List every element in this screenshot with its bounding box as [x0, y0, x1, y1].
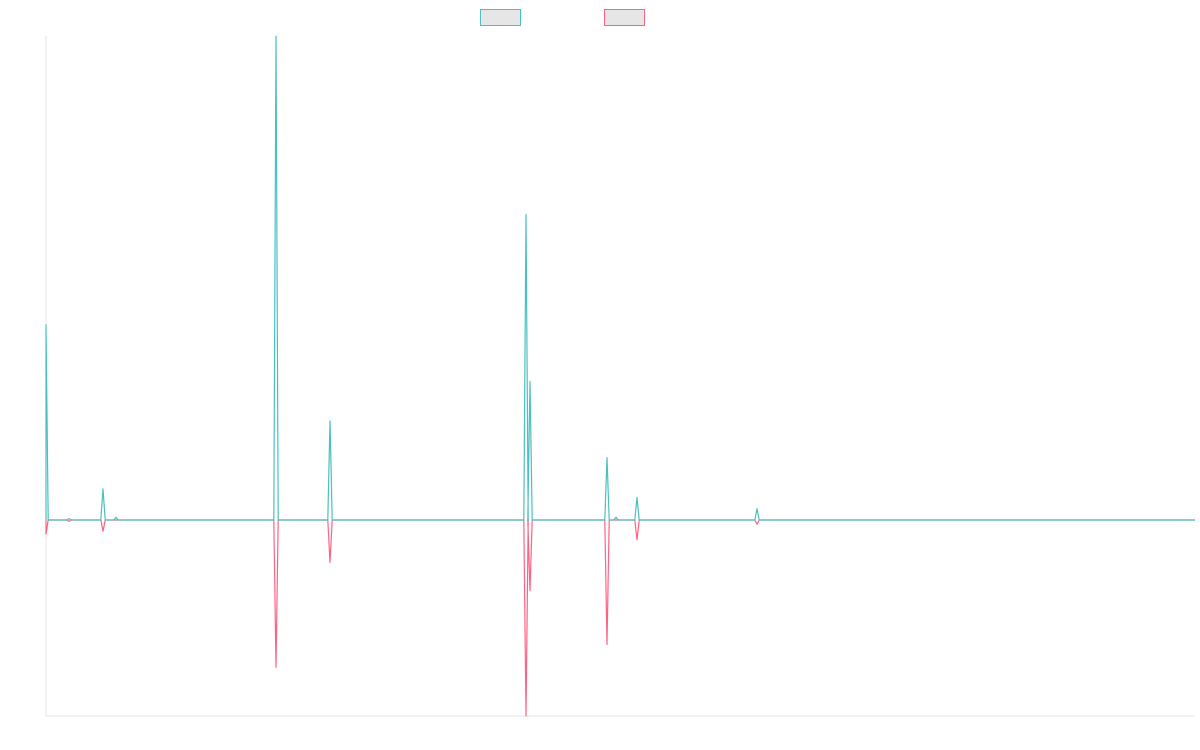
series-1-point-5[interactable]: [274, 34, 278, 38]
series-1-point-11[interactable]: [635, 495, 639, 499]
series-1-point-10[interactable]: [614, 515, 618, 519]
series-1-point-7[interactable]: [524, 212, 528, 216]
series-1-point-9[interactable]: [605, 456, 609, 460]
plot-area: [44, 34, 1195, 718]
series-line-1: [45, 35, 1195, 521]
series-1-point-8[interactable]: [528, 379, 532, 383]
series-1-point-2[interactable]: [67, 517, 71, 521]
series-1-point-4[interactable]: [114, 515, 118, 519]
legend: [480, 9, 645, 26]
series-2-point-10[interactable]: [755, 522, 759, 526]
series-1-point-3[interactable]: [101, 487, 105, 491]
series-1-point-12[interactable]: [755, 507, 759, 511]
legend-swatch-1[interactable]: [480, 9, 521, 26]
series-2-point-5[interactable]: [328, 560, 332, 564]
series-1-point-1[interactable]: [44, 323, 48, 327]
series-2-point-6[interactable]: [524, 714, 528, 718]
series-2-point-8[interactable]: [605, 643, 609, 647]
legend-swatch-2[interactable]: [604, 9, 645, 26]
series-2-point-7[interactable]: [528, 589, 532, 593]
series-2-point-3[interactable]: [101, 529, 105, 533]
series-2-point-4[interactable]: [274, 665, 278, 669]
series-line-2: [45, 519, 1195, 717]
series-1-point-6[interactable]: [328, 419, 332, 423]
series-2-point-1[interactable]: [44, 532, 48, 536]
series-2-point-9[interactable]: [635, 538, 639, 542]
